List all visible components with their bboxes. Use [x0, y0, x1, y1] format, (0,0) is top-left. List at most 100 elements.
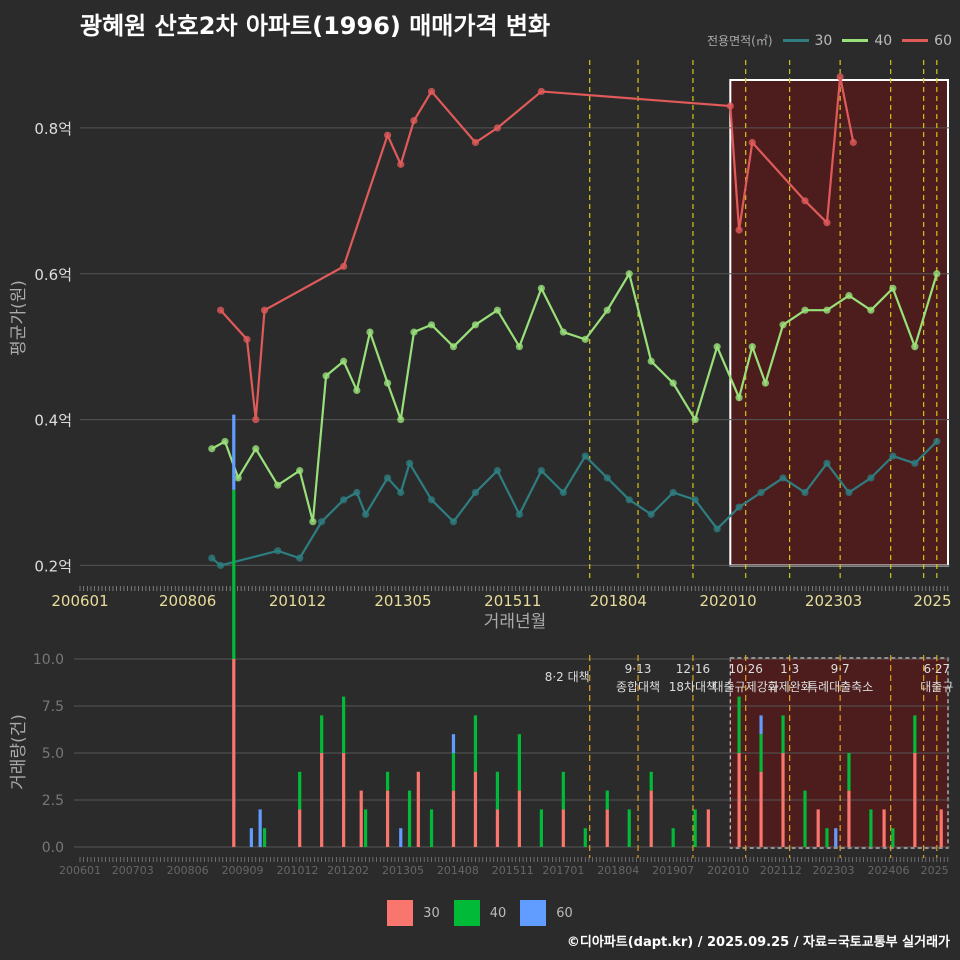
volume-bar-30 [416, 771, 420, 847]
data-point-30 [867, 474, 875, 482]
volume-bar-30 [320, 753, 324, 847]
y-tick-label: 0.4억 [34, 412, 72, 430]
volume-bar-40 [232, 489, 236, 659]
volume-x-tick-label: 200806 [167, 864, 209, 877]
data-point-60 [823, 219, 831, 227]
data-point-60 [397, 160, 405, 168]
volume-bar-30 [561, 809, 565, 847]
data-point-60 [383, 131, 392, 139]
data-point-30 [397, 488, 405, 497]
data-point-40 [845, 292, 853, 300]
y-tick-label: 0.6억 [34, 266, 72, 284]
data-point-40 [274, 481, 282, 489]
data-point-40 [537, 284, 545, 292]
volume-label-40: 40 [489, 905, 507, 921]
data-point-40 [309, 518, 317, 526]
data-point-30 [779, 474, 787, 482]
volume-x-tick-label: 202406 [867, 864, 909, 877]
data-point-40 [234, 474, 242, 482]
legend-swatch-60 [902, 39, 929, 42]
volume-x-tick-label: 201305 [382, 864, 424, 877]
data-point-40 [823, 306, 831, 314]
volume-x-tick-label: 201804 [597, 864, 639, 877]
volume-y-tick-label: 10.0 [33, 652, 64, 668]
volume-bar-40 [473, 715, 478, 772]
data-point-30 [691, 496, 699, 504]
data-point-40 [735, 394, 743, 402]
volume-swatch-30 [387, 900, 414, 926]
legend-swatch-40 [842, 39, 869, 42]
volume-bar-40 [671, 828, 675, 847]
data-point-40 [252, 445, 260, 453]
data-point-30 [353, 488, 361, 497]
data-point-40 [761, 379, 770, 387]
chart-title: 광혜원 산호2차 아파트(1996) 매매가격 변화 [80, 12, 551, 40]
volume-bar-30 [649, 790, 653, 847]
volume-bar-60 [232, 414, 236, 490]
volume-legend: 30 40 60 [0, 900, 960, 926]
policy-annotation-date: 9·7 [831, 662, 850, 676]
x-tick-label: 200806 [159, 592, 216, 610]
policy-annotation-date: 8·2 대책 [545, 669, 590, 684]
volume-chart: 0.0 2.5 5.0 7.5 10.0 거래량(건) 8·2 대책 9·13 종합대책 12·1… [9, 414, 953, 877]
volume-bar-40 [737, 696, 741, 753]
data-point-40 [867, 306, 875, 314]
data-point-30 [340, 496, 348, 504]
policy-annotation-date: 6·27 [923, 662, 950, 676]
y-tick-label: 0.8억 [34, 120, 72, 138]
x-tick-label: 201804 [590, 592, 647, 610]
volume-bar-30 [232, 659, 236, 847]
data-point-40 [322, 372, 330, 380]
volume-bar-40 [407, 790, 412, 847]
data-point-30 [713, 525, 721, 533]
volume-bar-60 [834, 828, 838, 847]
data-point-30 [669, 488, 677, 497]
volume-label-30: 30 [423, 905, 440, 921]
volume-x-tick-label: 201202 [327, 864, 369, 877]
data-point-40 [340, 357, 348, 365]
x-tick-label: 201511 [484, 592, 541, 610]
x-tick-label: 201012 [269, 592, 326, 610]
policy-annotation-date: 1·3 [780, 662, 799, 676]
volume-bar-40 [583, 828, 587, 847]
data-point-30 [581, 452, 589, 460]
data-point-30 [735, 503, 743, 511]
y-axis-title: 평균가(원) [9, 280, 29, 356]
volume-x-tick-label: 201408 [437, 864, 479, 877]
volume-bar-30 [781, 753, 785, 847]
policy-annotation-label: 종합대책 [616, 679, 660, 694]
volume-legend-item-30: 30 [387, 900, 440, 926]
volume-bar-30 [939, 809, 943, 847]
data-point-30 [801, 488, 809, 497]
data-point-30 [559, 488, 567, 497]
volume-bar-40 [891, 828, 895, 847]
data-point-40 [383, 379, 392, 387]
volume-bar-60 [249, 828, 253, 847]
data-point-30 [318, 518, 326, 526]
data-point-40 [208, 445, 216, 453]
volume-bar-30 [913, 753, 917, 847]
volume-y-axis-title: 거래량(건) [9, 714, 29, 790]
volume-x-tick-label: 201511 [492, 864, 534, 877]
volume-bar-40 [561, 771, 565, 810]
data-point-60 [427, 87, 436, 96]
volume-bar-40 [342, 696, 346, 753]
area-legend: 전용면적(㎡) 30 40 60 [707, 32, 952, 49]
data-point-30 [274, 547, 282, 555]
data-point-30 [603, 474, 611, 482]
volume-x-tick-label: 201701 [542, 864, 584, 877]
data-point-40 [366, 328, 374, 336]
data-point-30 [911, 459, 919, 467]
data-point-30 [647, 510, 655, 518]
data-point-40 [493, 306, 502, 314]
data-point-30 [296, 554, 304, 562]
volume-x-tick-label: 202303 [813, 864, 855, 877]
legend-item-60: 60 [902, 33, 952, 49]
volume-bar-40 [781, 715, 785, 753]
data-point-40 [353, 386, 361, 395]
data-point-30 [845, 488, 853, 497]
policy-annotation-date: 12·16 [676, 662, 710, 676]
area-legend-title: 전용면적(㎡) [706, 34, 773, 48]
data-point-30 [208, 554, 216, 562]
